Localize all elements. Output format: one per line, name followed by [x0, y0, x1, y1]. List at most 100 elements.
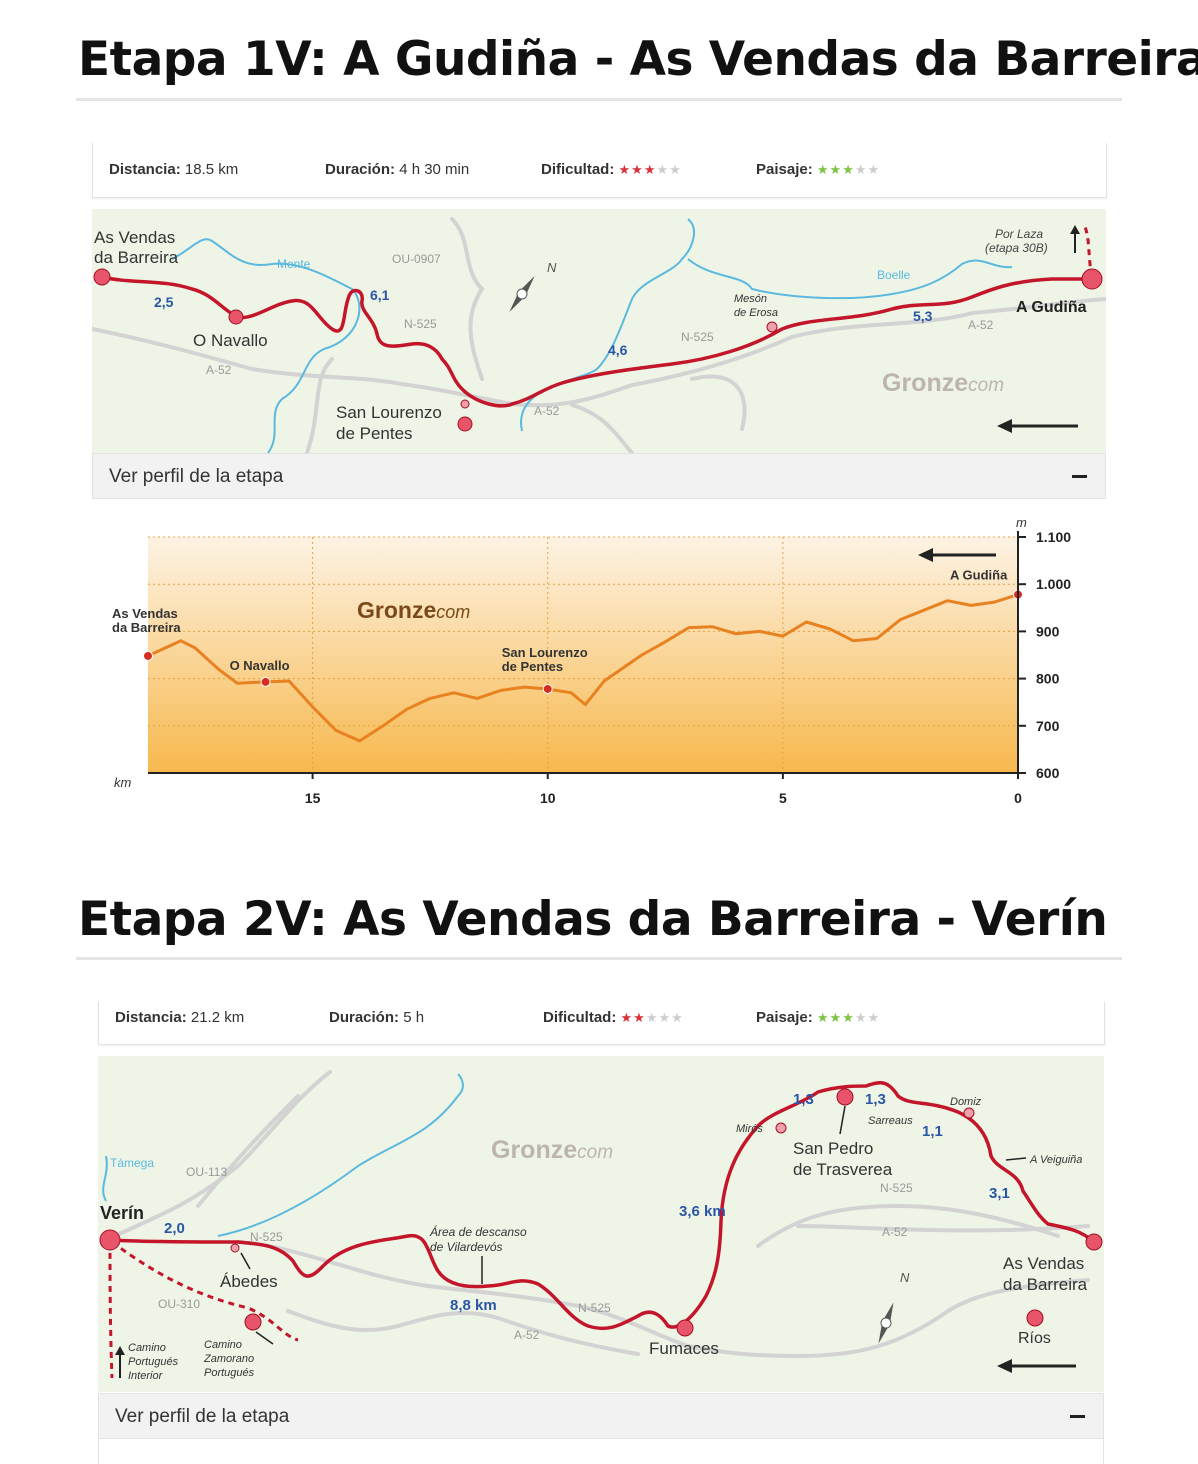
x-tick-label: 15 [305, 790, 321, 806]
stage1-profile-toggle[interactable]: Ver perfil de la etapa [92, 453, 1106, 499]
place-veiguina: A Veiguiña [1029, 1154, 1082, 1166]
star-icon: ★ [829, 1010, 843, 1025]
stage2-divider [76, 957, 1122, 960]
difficulty-stars: ★★★★★ [621, 1010, 684, 1025]
road-a52-b: A-52 [882, 1225, 908, 1239]
road-a52-a: A-52 [514, 1328, 540, 1342]
svg-text:2,0: 2,0 [164, 1220, 185, 1237]
scenery-stars: ★★★★★ [817, 1010, 880, 1025]
star-icon: ★ [669, 162, 682, 177]
scenery-stars: ★★★★★ [817, 162, 880, 177]
compass-north-label: N [900, 1270, 910, 1285]
profile-brand-watermark: Gronzecom [357, 597, 470, 623]
profile-toggle-label: Ver perfil de la etapa [109, 466, 284, 487]
place-start: As Vendas da Barreira [94, 228, 179, 267]
road-ou113: OU-113 [186, 1165, 227, 1179]
place-miros: Mirós [736, 1123, 763, 1135]
compass-icon [878, 1302, 894, 1344]
place-sarreaus: Sarreaus [868, 1115, 913, 1127]
collapse-icon[interactable] [1072, 475, 1087, 478]
star-icon: ★ [671, 1010, 684, 1025]
road-n525-b: N-525 [681, 330, 714, 344]
place-fumaces: Fumaces [649, 1339, 719, 1358]
camino-arrow-icon [115, 1346, 125, 1378]
leader-lines [240, 1105, 1027, 1345]
distance-stat: Distancia: 21.2 km [115, 1009, 245, 1026]
elevation-chart: As Vendas da Barreira O Navallo San Lourenz… [112, 515, 1071, 806]
camino-zamorano-label: Camino Zamorano Portugués [203, 1339, 255, 1379]
star-icon: ★ [867, 162, 881, 177]
star-icon: ★ [816, 1010, 830, 1025]
marker-label: San Lourenzo de Pentes [502, 645, 588, 674]
direction-arrow-icon [997, 419, 1078, 433]
brand-watermark: Gronzecom [882, 369, 1004, 397]
marker-label: As Vendas da Barreira [112, 606, 181, 635]
scenery-stat: Paisaje: ★★★★★ [756, 1009, 881, 1026]
direction-arrow-icon [997, 1359, 1076, 1373]
place-lourenzo: San Lourenzo de Pentes [336, 403, 442, 443]
river-tamega: Támega [110, 1156, 154, 1170]
place-area: Área de descanso de Vilardevós [429, 1224, 527, 1254]
star-icon: ★ [842, 162, 855, 177]
road-ou0907: OU-0907 [392, 252, 441, 266]
svg-text:3,1: 3,1 [989, 1185, 1010, 1202]
road-n525-a: N-525 [404, 317, 437, 331]
place-abedes: Ábedes [220, 1272, 278, 1291]
duration-stat: Duración: 4 h 30 min [325, 161, 470, 178]
brand-watermark: Gronzecom [491, 1136, 613, 1164]
profile-direction-arrow-icon [918, 548, 996, 562]
svg-text:1,3: 1,3 [793, 1091, 814, 1108]
compass-icon [509, 275, 535, 313]
y-tick-label: 900 [1036, 623, 1060, 639]
star-icon: ★ [842, 1010, 855, 1025]
camino-branch [108, 1241, 114, 1379]
place-navallo: O Navallo [193, 331, 268, 350]
elevation-line [147, 593, 1019, 743]
stage2-title: Etapa 2V: As Vendas da Barreira - Verín [78, 892, 1108, 947]
star-icon: ★ [867, 1010, 881, 1025]
star-icon: ★ [816, 162, 830, 177]
svg-text:5,3: 5,3 [913, 308, 933, 324]
place-sanpedro: San Pedro de Trasverea [793, 1139, 893, 1179]
roads [108, 1070, 1090, 1359]
route-line [109, 1081, 1095, 1331]
marker-label: A Gudiña [950, 568, 1008, 583]
river-mente: Mente [277, 257, 311, 271]
star-icon: ★ [829, 162, 843, 177]
stage2-profile-toggle[interactable]: Ver perfil de la etapa [98, 1393, 1104, 1439]
difficulty-stat: Dificultad: ★★★★★ [543, 1009, 684, 1026]
road-n525-a: N-525 [250, 1230, 283, 1244]
difficulty-stat: Dificultad: ★★★★★ [541, 161, 682, 178]
road-n525-b: N-525 [578, 1301, 611, 1315]
rivers [171, 218, 1013, 453]
roads [92, 217, 1106, 453]
star-icon: ★ [631, 162, 644, 177]
star-icon: ★ [645, 1010, 659, 1025]
place-vendas: As Vendas da Barreira [1003, 1254, 1088, 1294]
marker-label: O Navallo [230, 658, 290, 673]
segment-distances: 2,0 8,8 km 3,6 km 1,3 1,3 1,1 3,1 [164, 1091, 1010, 1314]
rivers [102, 1073, 464, 1237]
star-icon: ★ [658, 1010, 672, 1025]
place-rios: Ríos [1018, 1330, 1051, 1347]
svg-text:2,5: 2,5 [154, 294, 174, 310]
stage2-profile-panel [98, 1439, 1104, 1464]
stage1-route-map[interactable]: N As Vendas da Barreira O Navallo San Lou… [92, 209, 1106, 453]
stage2-route-map[interactable]: N Gronzecom Verín Ábedes Área de descans… [98, 1056, 1104, 1392]
y-tick-label: 800 [1036, 671, 1060, 687]
place-verin: Verín [100, 1203, 144, 1223]
place-laza: Por Laza (etapa 30B) [985, 227, 1048, 255]
y-tick-label: 700 [1036, 718, 1060, 734]
y-tick-label: 1.000 [1036, 576, 1071, 592]
star-icon: ★ [643, 162, 657, 177]
collapse-icon[interactable] [1070, 1415, 1085, 1418]
stage1-stats-bar: Distancia: 18.5 km Duración: 4 h 30 min … [92, 143, 1107, 198]
zamorano-branch [111, 1240, 299, 1342]
road-a52-c: A-52 [968, 318, 994, 332]
stage1-divider [76, 98, 1122, 101]
road-a52-b: A-52 [534, 404, 560, 418]
x-tick-label: 5 [779, 790, 787, 806]
road-a52-a: A-52 [206, 363, 232, 377]
difficulty-stars: ★★★★★ [619, 162, 682, 177]
route-line [101, 275, 1092, 408]
